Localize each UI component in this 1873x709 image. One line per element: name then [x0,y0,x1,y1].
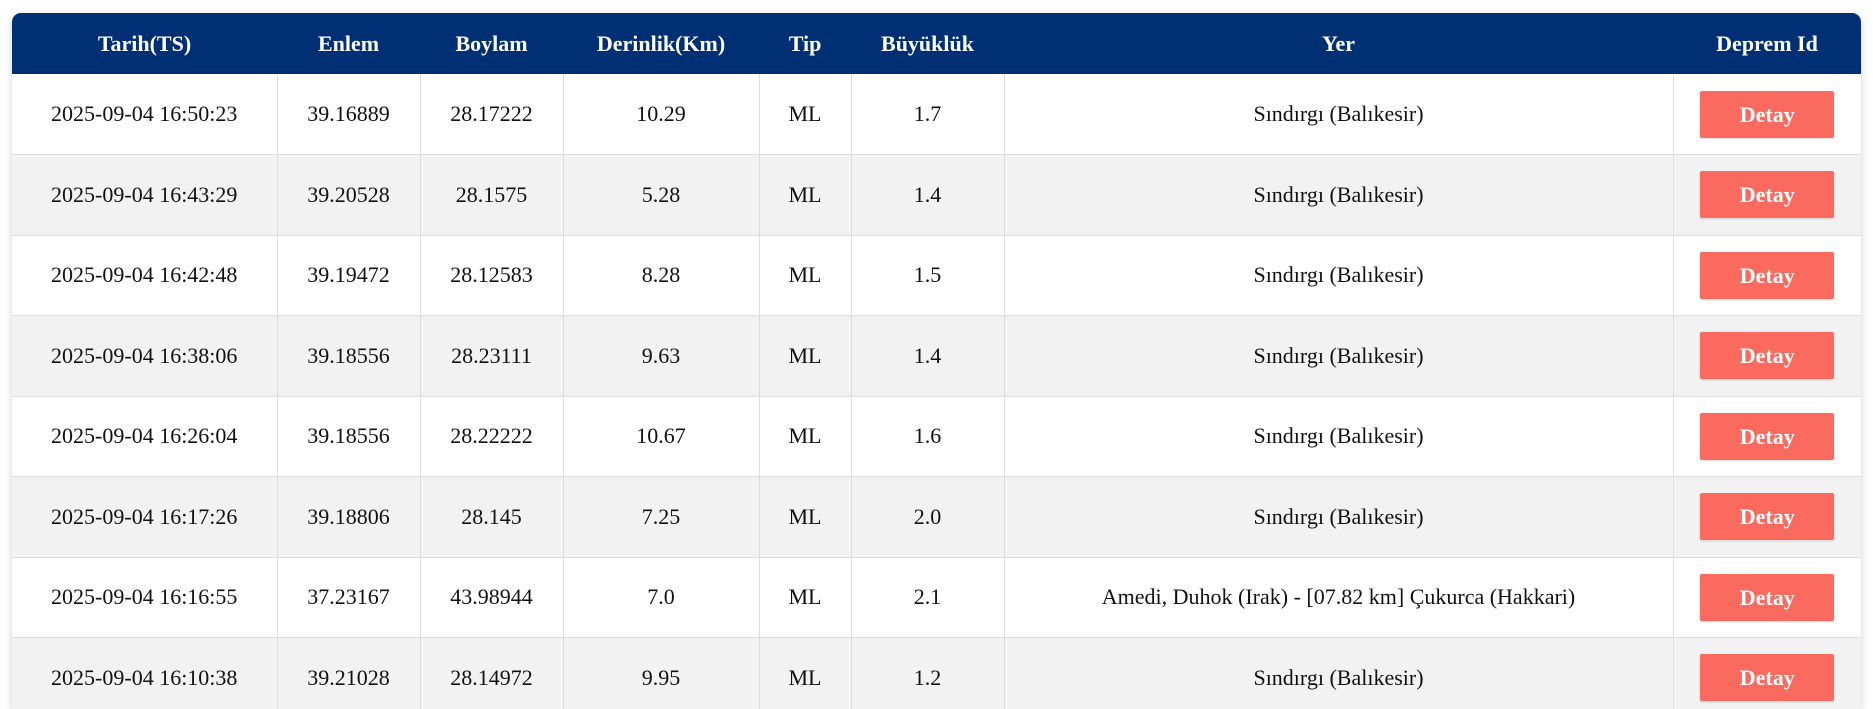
header-tip: Tip [759,13,851,74]
cell-derinlik: 9.63 [563,315,760,397]
cell-tarih: 2025-09-04 16:16:55 [12,557,278,638]
cell-derinlik: 10.67 [563,396,760,477]
cell-boylam: 28.145 [420,476,564,558]
cell-enlem: 39.16889 [277,74,421,155]
cell-buyukluk: 1.6 [851,396,1005,477]
cell-derinlik: 8.28 [563,235,760,316]
cell-tip: ML [759,154,852,236]
cell-yer: Sındırgı (Balıkesir) [1004,396,1674,477]
detay-button[interactable]: Detay [1700,412,1835,460]
header-enlem: Enlem [277,13,420,74]
cell-buyukluk: 2.0 [851,476,1005,558]
cell-derinlik: 7.25 [563,476,760,558]
cell-boylam: 28.14972 [420,637,564,709]
header-boylam: Boylam [420,13,563,74]
cell-deprem-id: Detay [1673,154,1861,236]
cell-deprem-id: Detay [1673,476,1861,558]
cell-deprem-id: Detay [1673,396,1861,477]
detay-button[interactable]: Detay [1700,573,1835,621]
cell-boylam: 43.98944 [420,557,564,638]
cell-derinlik: 9.95 [563,637,760,709]
cell-deprem-id: Detay [1673,557,1861,638]
cell-yer: Sındırgı (Balıkesir) [1004,154,1674,236]
cell-tip: ML [759,235,852,316]
detay-button[interactable]: Detay [1700,171,1835,219]
detay-button[interactable]: Detay [1700,332,1835,380]
cell-enlem: 37.23167 [277,557,421,638]
header-yer: Yer [1004,13,1673,74]
detay-button[interactable]: Detay [1700,251,1835,299]
cell-enlem: 39.18556 [277,315,421,397]
cell-tarih: 2025-09-04 16:43:29 [12,154,278,236]
cell-tip: ML [759,396,852,477]
cell-boylam: 28.12583 [420,235,564,316]
cell-boylam: 28.22222 [420,396,564,477]
cell-tip: ML [759,557,852,638]
table-row: 2025-09-04 16:26:04 39.18556 28.22222 10… [12,396,1861,477]
cell-boylam: 28.17222 [420,74,564,155]
detay-button[interactable]: Detay [1700,654,1835,702]
cell-boylam: 28.23111 [420,315,564,397]
cell-buyukluk: 1.5 [851,235,1005,316]
detay-button[interactable]: Detay [1700,90,1835,138]
cell-yer: Sındırgı (Balıkesir) [1004,235,1674,316]
cell-buyukluk: 1.2 [851,637,1005,709]
cell-tip: ML [759,637,852,709]
cell-tip: ML [759,315,852,397]
cell-deprem-id: Detay [1673,315,1861,397]
table-row: 2025-09-04 16:10:38 39.21028 28.14972 9.… [12,637,1861,709]
cell-deprem-id: Detay [1673,637,1861,709]
cell-derinlik: 7.0 [563,557,760,638]
table-row: 2025-09-04 16:43:29 39.20528 28.1575 5.2… [12,154,1861,236]
cell-tarih: 2025-09-04 16:10:38 [12,637,278,709]
table-row: 2025-09-04 16:17:26 39.18806 28.145 7.25… [12,476,1861,558]
table-row: 2025-09-04 16:16:55 37.23167 43.98944 7.… [12,557,1861,638]
earthquake-table-container: Tarih(TS) Enlem Boylam Derinlik(Km) Tip … [12,13,1861,709]
cell-yer: Sındırgı (Balıkesir) [1004,315,1674,397]
earthquake-table: Tarih(TS) Enlem Boylam Derinlik(Km) Tip … [12,13,1861,709]
table-row: 2025-09-04 16:38:06 39.18556 28.23111 9.… [12,315,1861,397]
cell-enlem: 39.21028 [277,637,421,709]
cell-enlem: 39.18806 [277,476,421,558]
header-derinlik: Derinlik(Km) [563,13,759,74]
cell-enlem: 39.19472 [277,235,421,316]
cell-yer: Sındırgı (Balıkesir) [1004,74,1674,155]
table-row: 2025-09-04 16:42:48 39.19472 28.12583 8.… [12,235,1861,316]
cell-buyukluk: 2.1 [851,557,1005,638]
cell-yer: Sındırgı (Balıkesir) [1004,476,1674,558]
cell-derinlik: 5.28 [563,154,760,236]
cell-tarih: 2025-09-04 16:42:48 [12,235,278,316]
table-header-row: Tarih(TS) Enlem Boylam Derinlik(Km) Tip … [12,13,1861,74]
header-tarih: Tarih(TS) [12,13,277,74]
header-deprem-id: Deprem Id [1673,13,1861,74]
cell-buyukluk: 1.4 [851,154,1005,236]
cell-tip: ML [759,74,852,155]
cell-tarih: 2025-09-04 16:38:06 [12,315,278,397]
cell-derinlik: 10.29 [563,74,760,155]
cell-deprem-id: Detay [1673,74,1861,155]
cell-buyukluk: 1.7 [851,74,1005,155]
cell-tarih: 2025-09-04 16:26:04 [12,396,278,477]
cell-boylam: 28.1575 [420,154,564,236]
table-row: 2025-09-04 16:50:23 39.16889 28.17222 10… [12,74,1861,155]
cell-tip: ML [759,476,852,558]
cell-yer: Amedi, Duhok (Irak) - [07.82 km] Çukurca… [1004,557,1674,638]
cell-yer: Sındırgı (Balıkesir) [1004,637,1674,709]
cell-tarih: 2025-09-04 16:50:23 [12,74,278,155]
cell-deprem-id: Detay [1673,235,1861,316]
detay-button[interactable]: Detay [1700,493,1835,541]
header-buyukluk: Büyüklük [851,13,1004,74]
cell-enlem: 39.18556 [277,396,421,477]
cell-enlem: 39.20528 [277,154,421,236]
cell-buyukluk: 1.4 [851,315,1005,397]
cell-tarih: 2025-09-04 16:17:26 [12,476,278,558]
